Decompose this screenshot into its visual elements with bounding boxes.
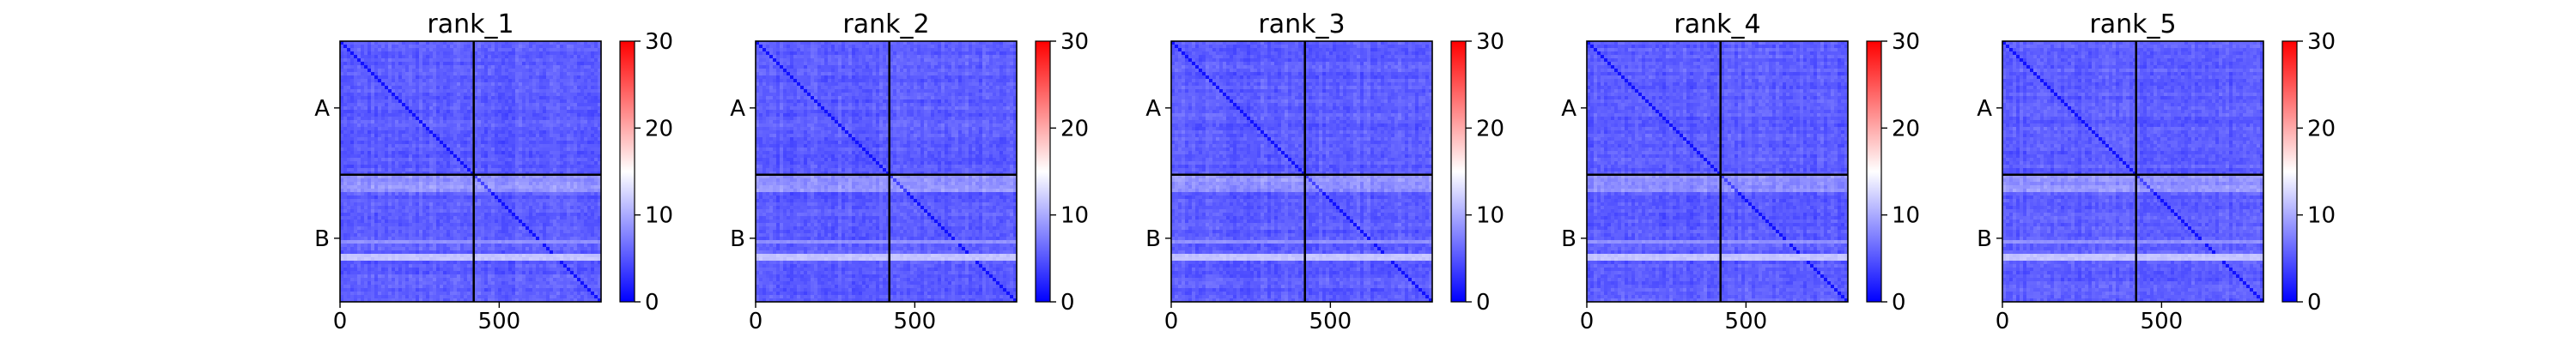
heatmap-cells bbox=[340, 41, 602, 303]
x-tick-label: 0 bbox=[749, 309, 763, 334]
heatmap-panel-5: rank_5 0 500 A B 0 10 20 30 bbox=[1977, 9, 2336, 334]
heatmap-panel-3: rank_3 0 500 A B 0 10 20 30 bbox=[1145, 9, 1504, 334]
colorbar-tick-label: 10 bbox=[1476, 203, 1504, 229]
x-tick-label: 500 bbox=[894, 309, 937, 334]
y-tick-label: B bbox=[1145, 226, 1161, 252]
colorbar-tick-label: 20 bbox=[1060, 116, 1089, 141]
colorbar-tick-label: 20 bbox=[1892, 116, 1920, 141]
colorbar-tick-label: 10 bbox=[1060, 203, 1089, 229]
colorbar-tick-label: 30 bbox=[1476, 29, 1504, 55]
x-tick-label: 0 bbox=[1580, 309, 1595, 334]
heatmap-panel-2: rank_2 0 500 A B 0 10 20 30 bbox=[730, 9, 1089, 334]
y-tick-label: B bbox=[730, 226, 745, 252]
colorbar-tick-label: 10 bbox=[645, 203, 673, 229]
colorbar-tick-label: 30 bbox=[1892, 29, 1920, 55]
heatmap-cells bbox=[2002, 41, 2264, 303]
colorbar bbox=[2282, 41, 2297, 302]
x-tick-label: 500 bbox=[478, 309, 521, 334]
chart-title: rank_3 bbox=[1258, 9, 1345, 39]
y-tick-label: A bbox=[730, 96, 745, 122]
colorbar-tick-label: 0 bbox=[2307, 290, 2322, 316]
colorbar-tick-label: 10 bbox=[1892, 203, 1920, 229]
x-tick-label: 500 bbox=[1725, 309, 1768, 334]
colorbar-tick-label: 30 bbox=[1060, 29, 1089, 55]
x-tick-label: 0 bbox=[1164, 309, 1179, 334]
chart-title: rank_1 bbox=[427, 9, 513, 39]
heatmap-panel-4: rank_4 0 500 A B 0 10 20 30 bbox=[1561, 9, 1920, 334]
y-tick-label: A bbox=[314, 96, 330, 122]
y-tick-label: A bbox=[1561, 96, 1577, 122]
x-tick-label: 0 bbox=[333, 309, 348, 334]
y-tick-label: B bbox=[1561, 226, 1577, 252]
colorbar bbox=[620, 41, 635, 302]
y-tick-label: B bbox=[1977, 226, 1992, 252]
colorbar-tick-label: 30 bbox=[2307, 29, 2336, 55]
x-tick-label: 500 bbox=[1309, 309, 1352, 334]
y-tick-label: B bbox=[314, 226, 330, 252]
colorbar-tick-label: 0 bbox=[1892, 290, 1906, 316]
y-tick-label: A bbox=[1145, 96, 1161, 122]
colorbar-tick-label: 20 bbox=[2307, 116, 2336, 141]
x-tick-label: 500 bbox=[2141, 309, 2184, 334]
y-tick-label: A bbox=[1977, 96, 1992, 122]
colorbar-tick-label: 10 bbox=[2307, 203, 2336, 229]
x-tick-label: 0 bbox=[1996, 309, 2010, 334]
colorbar-tick-label: 0 bbox=[645, 290, 659, 316]
colorbar bbox=[1451, 41, 1466, 302]
heatmap-cells bbox=[756, 41, 1018, 303]
heatmap-cells bbox=[1587, 41, 1849, 303]
colorbar-tick-label: 0 bbox=[1060, 290, 1075, 316]
colorbar-tick-label: 0 bbox=[1476, 290, 1491, 316]
heatmap-cells bbox=[1171, 41, 1433, 303]
chart-title: rank_4 bbox=[1674, 9, 1760, 39]
colorbar-tick-label: 20 bbox=[645, 116, 673, 141]
colorbar-tick-label: 20 bbox=[1476, 116, 1504, 141]
heatmap-panel-1: rank_1 0 500 A B 0 10 20 30 bbox=[314, 9, 673, 334]
colorbar bbox=[1867, 41, 1881, 302]
chart-title: rank_2 bbox=[842, 9, 929, 39]
chart-title: rank_5 bbox=[2089, 9, 2176, 39]
colorbar-tick-label: 30 bbox=[645, 29, 673, 55]
colorbar bbox=[1036, 41, 1050, 302]
